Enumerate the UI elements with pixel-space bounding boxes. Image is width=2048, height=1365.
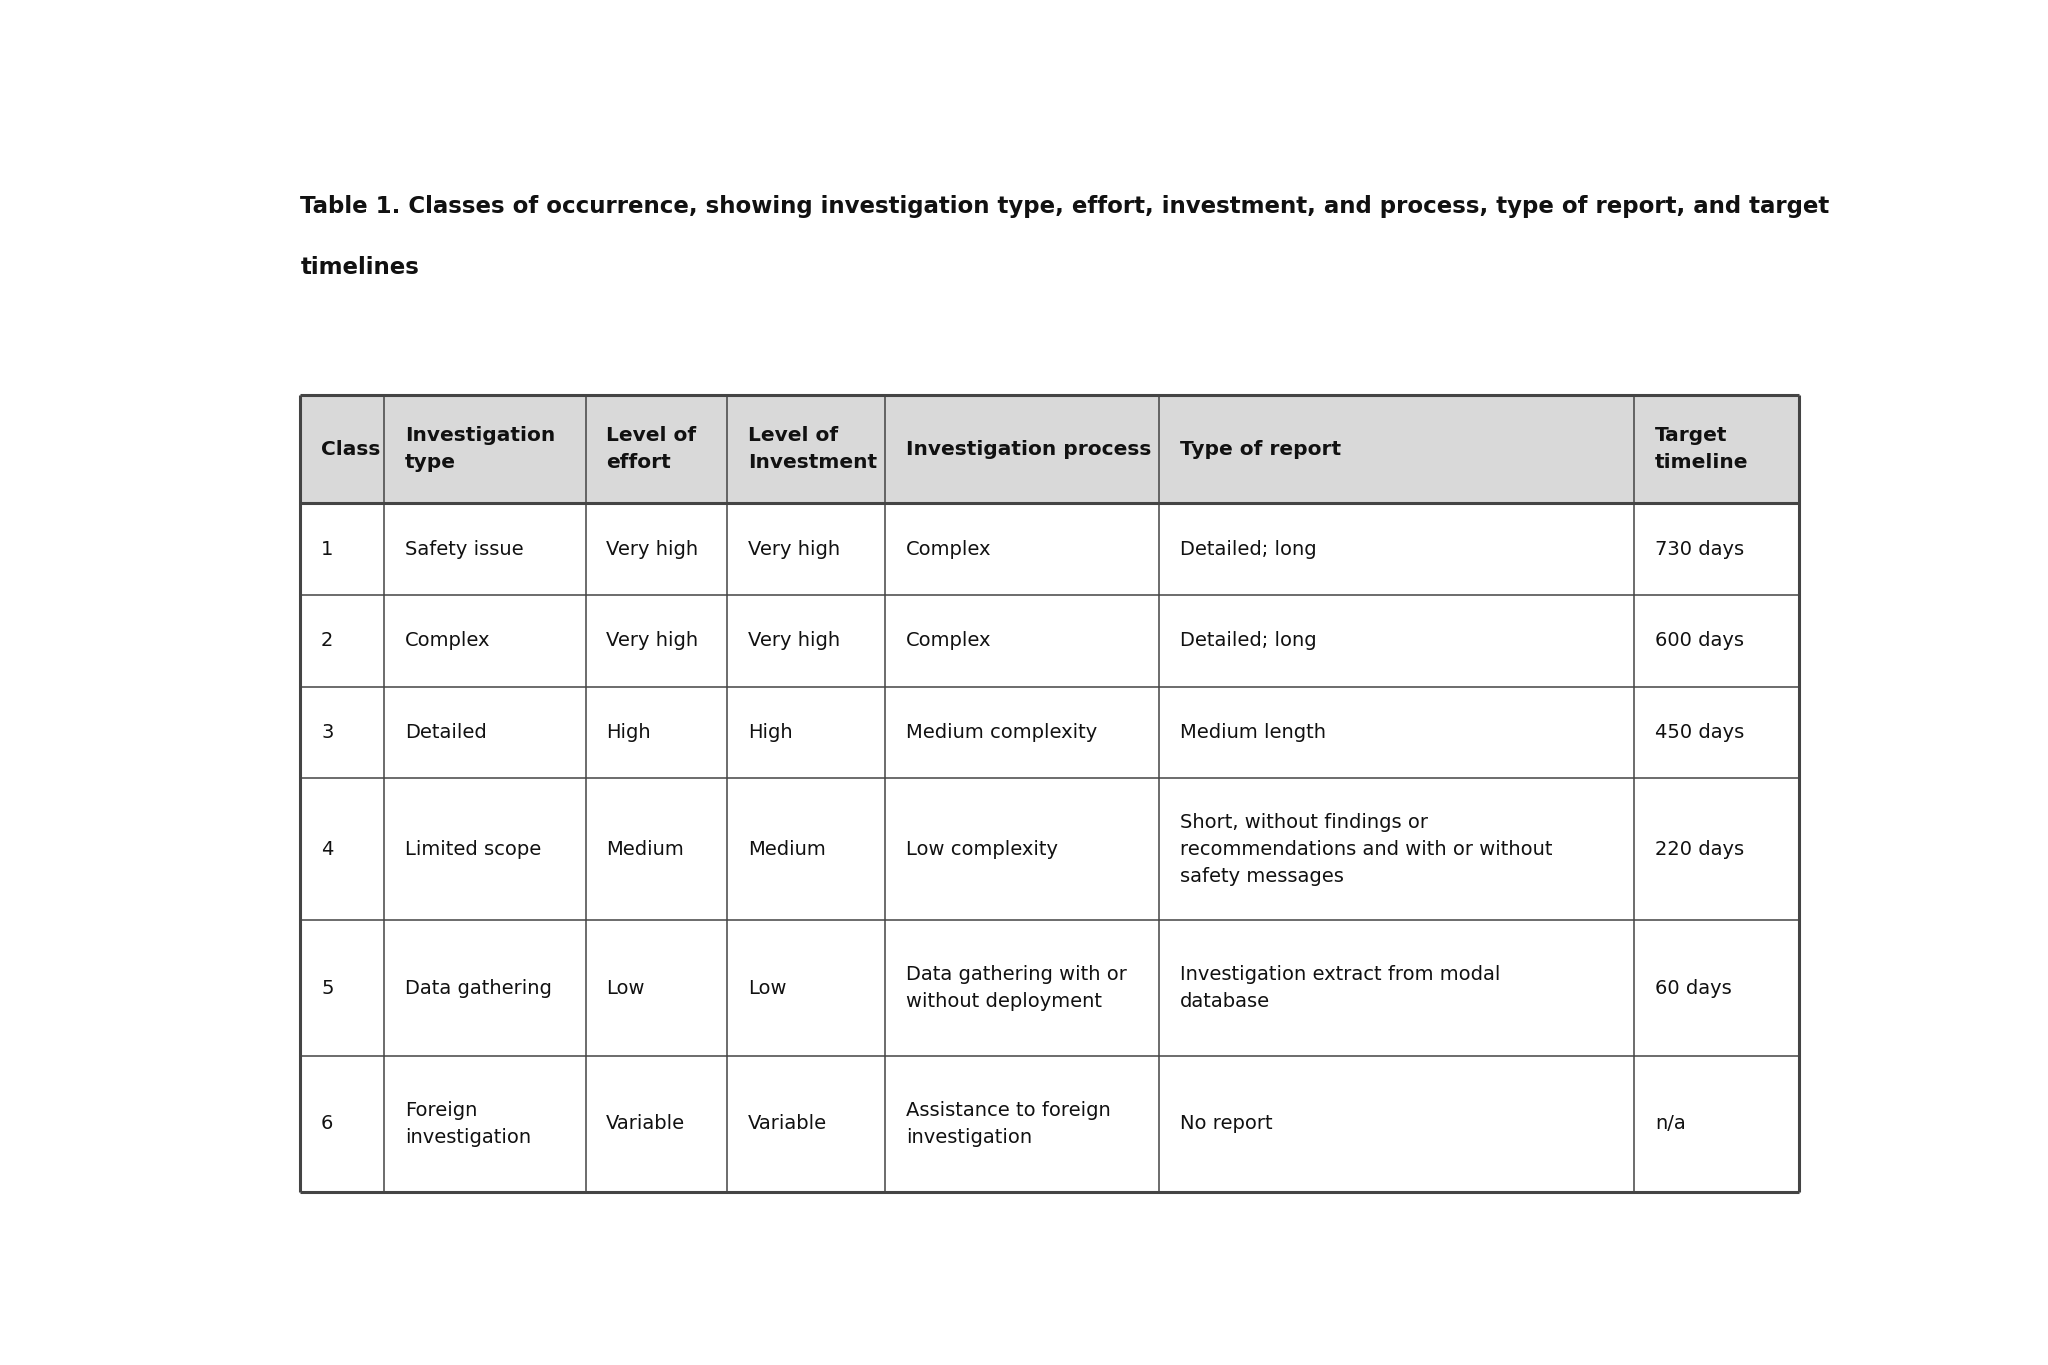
Text: 60 days: 60 days (1655, 979, 1733, 998)
Text: Very high: Very high (606, 539, 698, 558)
Text: Investigation
type: Investigation type (406, 426, 555, 472)
Bar (727, 687, 885, 778)
Bar (885, 687, 1159, 778)
Text: 6: 6 (322, 1114, 334, 1133)
Bar (727, 504, 885, 595)
Bar (586, 394, 727, 504)
Bar (586, 595, 727, 687)
Text: Medium: Medium (748, 839, 825, 859)
Text: Investigation process: Investigation process (905, 440, 1151, 459)
Text: Variable: Variable (748, 1114, 827, 1133)
Text: Class: Class (322, 440, 381, 459)
Text: Very high: Very high (748, 539, 840, 558)
Text: Medium complexity: Medium complexity (905, 723, 1098, 743)
Text: Medium length: Medium length (1180, 723, 1325, 743)
Text: Data gathering with or
without deployment: Data gathering with or without deploymen… (905, 965, 1126, 1011)
Text: Foreign
investigation: Foreign investigation (406, 1100, 530, 1147)
Text: 730 days: 730 days (1655, 539, 1745, 558)
Bar (301, 595, 385, 687)
Text: High: High (748, 723, 793, 743)
Bar (1634, 504, 1798, 595)
Text: Safety issue: Safety issue (406, 539, 524, 558)
Text: Low: Low (748, 979, 786, 998)
Text: Low complexity: Low complexity (905, 839, 1059, 859)
Bar (727, 595, 885, 687)
Text: Level of
Investment: Level of Investment (748, 426, 877, 472)
Text: Medium: Medium (606, 839, 684, 859)
Text: Detailed: Detailed (406, 723, 487, 743)
Text: 4: 4 (322, 839, 334, 859)
Text: 3: 3 (322, 723, 334, 743)
Bar (586, 1057, 727, 1192)
Bar (586, 920, 727, 1057)
Text: timelines: timelines (301, 257, 420, 280)
Text: Investigation extract from modal
database: Investigation extract from modal databas… (1180, 965, 1501, 1011)
Bar (301, 778, 385, 920)
Text: No report: No report (1180, 1114, 1272, 1133)
Text: Variable: Variable (606, 1114, 686, 1133)
Text: Table 1. Classes of occurrence, showing investigation type, effort, investment, : Table 1. Classes of occurrence, showing … (301, 195, 1829, 218)
Text: Limited scope: Limited scope (406, 839, 541, 859)
Text: High: High (606, 723, 651, 743)
Text: Level of
effort: Level of effort (606, 426, 696, 472)
Text: Low: Low (606, 979, 645, 998)
Bar (1159, 687, 1634, 778)
Text: Short, without findings or
recommendations and with or without
safety messages: Short, without findings or recommendatio… (1180, 812, 1552, 886)
Bar (301, 394, 385, 504)
Bar (301, 687, 385, 778)
Bar (1634, 595, 1798, 687)
Text: Complex: Complex (905, 539, 991, 558)
Text: Assistance to foreign
investigation: Assistance to foreign investigation (905, 1100, 1110, 1147)
Text: 1: 1 (322, 539, 334, 558)
Text: 220 days: 220 days (1655, 839, 1745, 859)
Bar (385, 687, 586, 778)
Bar (301, 1057, 385, 1192)
Bar (885, 504, 1159, 595)
Text: Target
timeline: Target timeline (1655, 426, 1749, 472)
Bar (1634, 687, 1798, 778)
Text: Very high: Very high (606, 631, 698, 650)
Bar (385, 595, 586, 687)
Text: 2: 2 (322, 631, 334, 650)
Bar (301, 920, 385, 1057)
Text: 600 days: 600 days (1655, 631, 1745, 650)
Bar (586, 504, 727, 595)
Text: Complex: Complex (905, 631, 991, 650)
Text: n/a: n/a (1655, 1114, 1686, 1133)
Text: Very high: Very high (748, 631, 840, 650)
Bar (385, 504, 586, 595)
Bar (1159, 504, 1634, 595)
Bar (586, 687, 727, 778)
Bar (586, 778, 727, 920)
Text: 450 days: 450 days (1655, 723, 1745, 743)
Text: Detailed; long: Detailed; long (1180, 539, 1317, 558)
Text: Data gathering: Data gathering (406, 979, 551, 998)
Text: 5: 5 (322, 979, 334, 998)
Bar (1159, 595, 1634, 687)
Bar (301, 504, 385, 595)
Bar (885, 595, 1159, 687)
Text: Type of report: Type of report (1180, 440, 1341, 459)
Text: Detailed; long: Detailed; long (1180, 631, 1317, 650)
Text: Complex: Complex (406, 631, 489, 650)
